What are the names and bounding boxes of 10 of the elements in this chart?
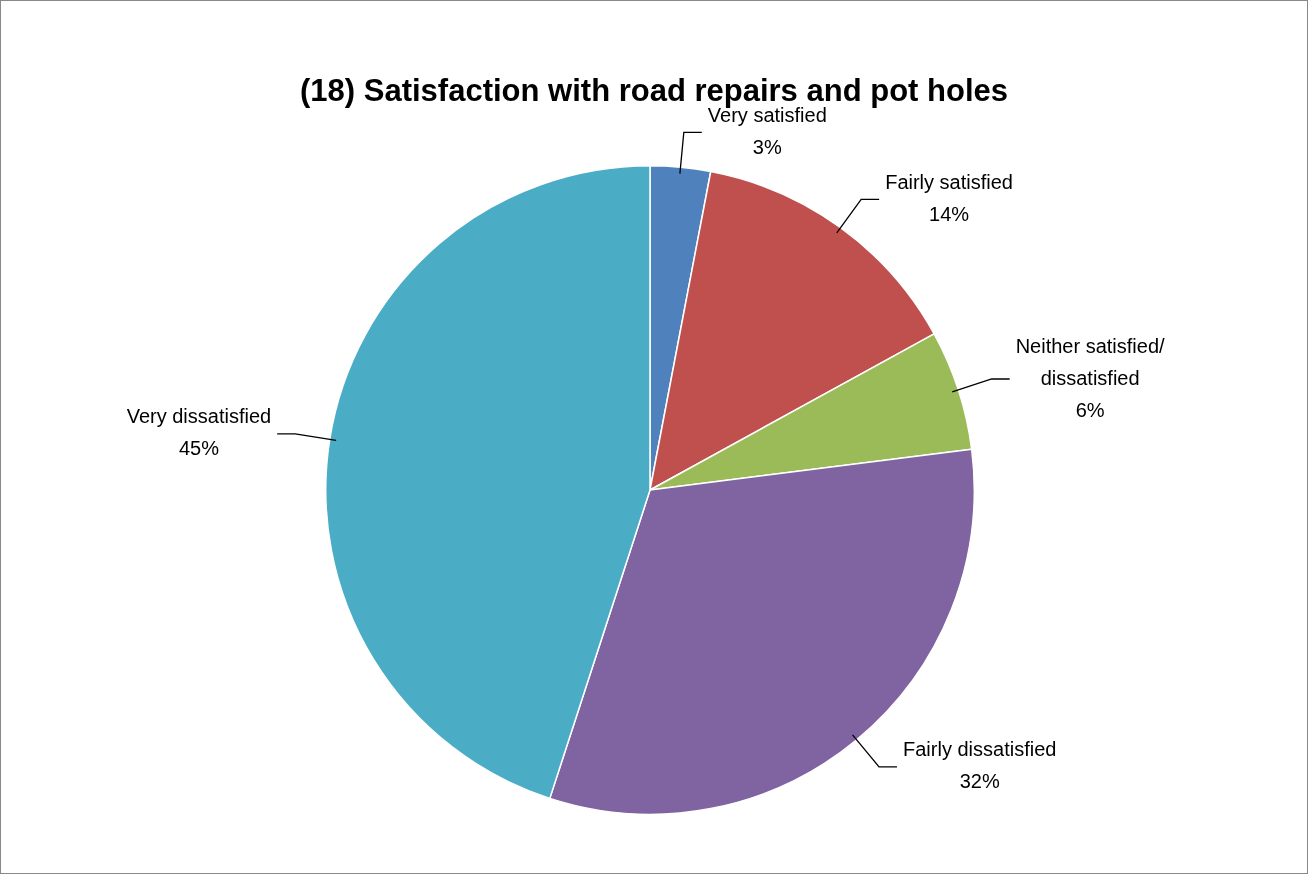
slice-label: Fairly satisfied (885, 170, 1013, 193)
data-label: 6% (1075, 398, 1105, 421)
chart-title: (18) Satisfaction with road repairs and pot holes (299, 73, 1009, 108)
data-label: 3% (752, 135, 782, 158)
slice-label: Very dissatisfied (126, 405, 272, 428)
data-label: 32% (959, 770, 1000, 793)
slice-label: Fairly dissatisfied (902, 738, 1057, 761)
slice-label: Neither satisfied/ dissatisfied (1015, 334, 1166, 389)
data-label: 14% (929, 202, 970, 225)
data-label: 45% (178, 437, 220, 460)
